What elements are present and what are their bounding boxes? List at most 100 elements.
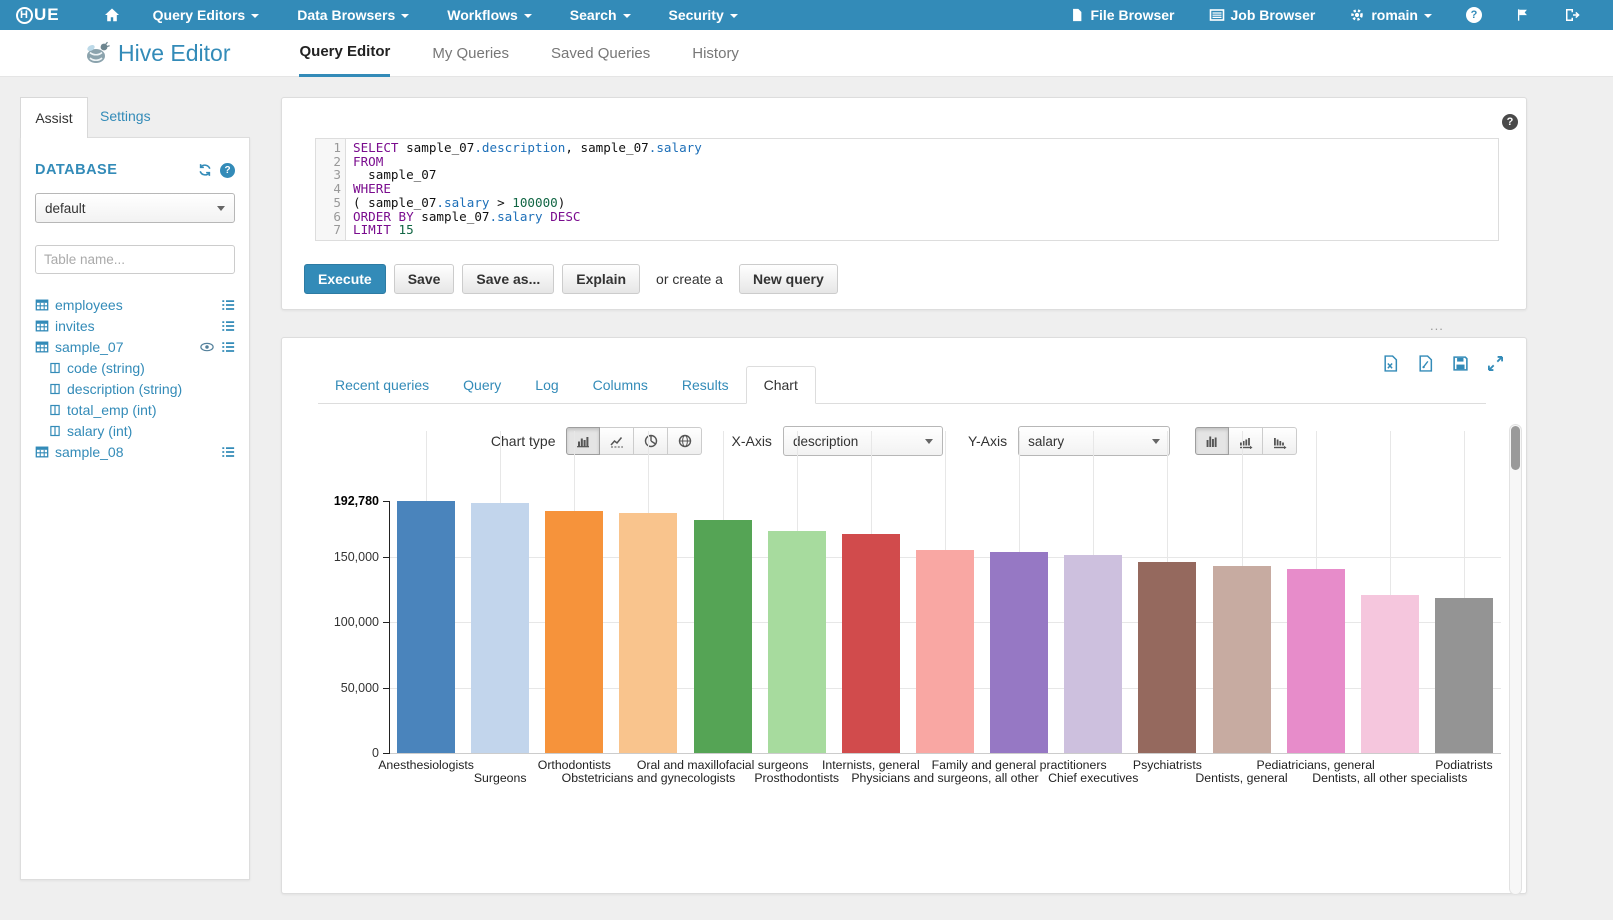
bar-Orthodontists[interactable]	[545, 510, 604, 753]
column-row-description[interactable]: description (string)	[35, 378, 235, 399]
save-as-button[interactable]: Save as...	[462, 264, 555, 294]
bar-Dentists, all other specialists[interactable]	[1360, 595, 1419, 753]
database-select[interactable]: default	[35, 193, 235, 223]
bar-Dentists, general[interactable]	[1212, 566, 1271, 753]
feedback-button[interactable]	[1516, 8, 1530, 22]
bar-Anesthesiologists[interactable]	[397, 501, 456, 753]
results-scrollbar[interactable]	[1509, 424, 1522, 895]
table-filter-input[interactable]	[35, 245, 235, 274]
sort-ascending-button[interactable]	[1229, 427, 1264, 455]
chart-type-pie-button[interactable]	[634, 427, 669, 455]
column-row-total-emp[interactable]: total_emp (int)	[35, 399, 235, 420]
line-chart-icon	[610, 437, 623, 448]
explain-button[interactable]: Explain	[562, 264, 641, 294]
database-heading: DATABASE	[35, 162, 118, 178]
tab-chart[interactable]: Chart	[745, 366, 816, 404]
bar-Physicians and surgeons, all other[interactable]	[916, 550, 974, 753]
table-menu-icon[interactable]	[221, 298, 235, 312]
file-browser-button[interactable]: File Browser	[1070, 7, 1175, 23]
column-row-code[interactable]: code (string)	[35, 357, 235, 378]
tab-my-queries[interactable]: My Queries	[432, 44, 510, 62]
bar-Prosthodontists[interactable]	[767, 531, 826, 753]
chart-type-map-button[interactable]	[668, 427, 703, 455]
bar-Obstetricians and gynecologists[interactable]	[619, 513, 678, 753]
bar-Chief executives[interactable]	[1064, 555, 1123, 753]
bar-Psychiatrists[interactable]	[1138, 561, 1197, 753]
x-category-label: Obstetricians and gynecologists	[561, 771, 736, 785]
or-create-text: or create a	[656, 271, 723, 287]
column-row-salary[interactable]: salary (int)	[35, 420, 235, 441]
table-icon	[35, 446, 49, 457]
tab-assist[interactable]: Assist	[20, 97, 88, 138]
tab-saved-queries[interactable]: Saved Queries	[551, 44, 651, 62]
table-menu-icon[interactable]	[221, 445, 235, 459]
chart-type-bars-button[interactable]	[566, 427, 601, 455]
x-gridline	[1463, 431, 1465, 753]
panel-resize-handle[interactable]: ...	[1430, 318, 1444, 333]
new-query-button[interactable]: New query	[738, 264, 838, 294]
y-tick	[383, 556, 389, 558]
tab-query-editor[interactable]: Query Editor	[299, 30, 391, 77]
database-select-value: default	[45, 200, 86, 216]
chart-controls: Chart type X-Axis description	[282, 426, 1506, 456]
x-category-label: Oral and maxillofacial surgeons	[636, 758, 809, 772]
tab-log[interactable]: Log	[535, 377, 559, 393]
results-tabs: Recent queries Query Log Columns Results…	[318, 366, 1486, 404]
x-category-label: Orthodontists	[537, 758, 611, 772]
export-file-icon[interactable]	[1417, 355, 1434, 372]
chart-type-line-button[interactable]	[600, 427, 635, 455]
bar-Pediatricians, general[interactable]	[1286, 569, 1345, 753]
menu-workflows[interactable]: Workflows	[447, 7, 532, 23]
x-category-label: Chief executives	[1048, 771, 1139, 785]
tab-recent-queries[interactable]: Recent queries	[335, 377, 430, 393]
preview-eye-icon[interactable]	[200, 340, 214, 354]
scrollbar-thumb[interactable]	[1511, 426, 1520, 470]
bar-Podiatrists[interactable]	[1434, 598, 1493, 753]
tab-columns[interactable]: Columns	[592, 377, 648, 393]
y-tick-label: 100,000	[333, 615, 379, 630]
database-help-icon[interactable]: ?	[220, 162, 235, 178]
y-tick-label: 150,000	[333, 549, 379, 564]
column-icon	[50, 362, 60, 373]
bar-Surgeons[interactable]	[471, 502, 530, 753]
hue-logo[interactable]: H UE	[16, 5, 60, 25]
execute-button[interactable]: Execute	[304, 264, 386, 294]
help-button[interactable]: ?	[1466, 7, 1482, 23]
tab-settings[interactable]: Settings	[100, 108, 151, 124]
sql-code[interactable]: SELECT sample_07.description, sample_07.…	[346, 139, 1498, 240]
menu-query-editors[interactable]: Query Editors	[153, 7, 260, 23]
y-tick-label: 0	[372, 746, 379, 760]
table-row-invites[interactable]: invites	[35, 315, 235, 336]
fullscreen-icon[interactable]	[1487, 355, 1504, 372]
job-browser-button[interactable]: Job Browser	[1209, 7, 1315, 23]
home-button[interactable]	[104, 7, 120, 23]
tab-query[interactable]: Query	[463, 377, 502, 393]
bar-Internists, general[interactable]	[841, 534, 900, 753]
x-axis-select[interactable]: description	[782, 426, 943, 456]
editor-help-icon[interactable]: ?	[1502, 114, 1518, 130]
table-row-sample-07[interactable]: sample_07	[35, 336, 235, 357]
tab-results[interactable]: Results	[681, 377, 729, 393]
app-title-label: Hive Editor	[118, 39, 231, 66]
table-menu-icon[interactable]	[221, 319, 235, 333]
menu-security[interactable]: Security	[669, 7, 738, 23]
sign-out-button[interactable]	[1564, 7, 1580, 23]
refresh-icon[interactable]	[198, 163, 212, 177]
save-button[interactable]: Save	[393, 264, 455, 294]
menu-data-browsers[interactable]: Data Browsers	[297, 7, 410, 23]
table-row-sample-08[interactable]: sample_08	[35, 441, 235, 462]
table-row-employees[interactable]: employees	[35, 294, 235, 315]
bar-Family and general practitioners[interactable]	[990, 552, 1049, 753]
menu-search[interactable]: Search	[570, 7, 631, 23]
gears-icon	[1351, 9, 1364, 21]
app-title[interactable]: Hive Editor	[84, 40, 230, 67]
table-menu-icon[interactable]	[221, 340, 235, 354]
sort-none-button[interactable]	[1195, 427, 1230, 455]
save-results-icon[interactable]	[1452, 355, 1469, 372]
bar-Oral and maxillofacial surgeons[interactable]	[693, 519, 752, 753]
user-menu[interactable]: romain	[1349, 7, 1432, 23]
export-excel-icon[interactable]	[1382, 355, 1399, 372]
sort-descending-button[interactable]	[1263, 427, 1298, 455]
tab-history[interactable]: History	[692, 44, 739, 62]
